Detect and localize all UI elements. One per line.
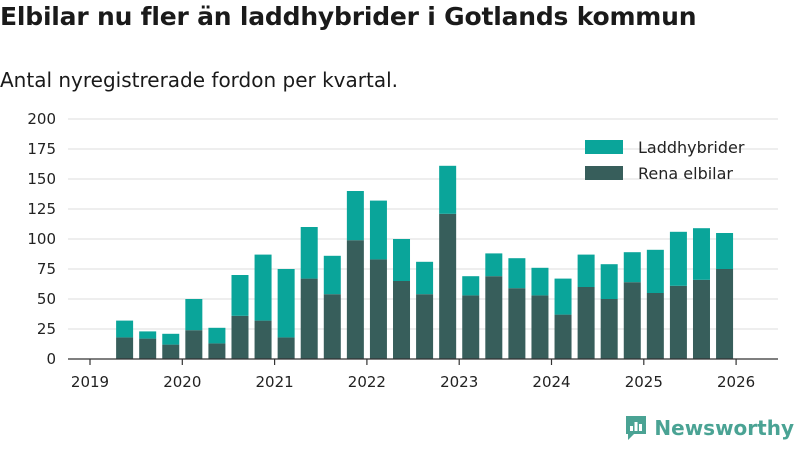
newsworthy-logo-icon <box>626 416 647 440</box>
bar-laddhybrider <box>716 233 734 269</box>
bar-laddhybrider <box>462 276 480 296</box>
bar-laddhybrider <box>393 239 411 281</box>
bar-rena-elbilar <box>116 337 134 359</box>
bar-rena-elbilar <box>669 285 687 359</box>
bar-rena-elbilar <box>139 338 157 359</box>
y-tick-label: 125 <box>27 200 56 218</box>
brand-logo: Newsworthy <box>624 414 794 442</box>
bar-laddhybrider <box>116 320 134 338</box>
bar-laddhybrider <box>277 269 295 338</box>
bar-rena-elbilar <box>231 315 249 359</box>
bar-rena-elbilar <box>346 240 364 359</box>
bar-rena-elbilar <box>369 259 387 359</box>
bar-rena-elbilar <box>577 287 595 359</box>
bar-laddhybrider <box>623 252 641 283</box>
bar-laddhybrider <box>554 278 572 315</box>
y-tick-label: 200 <box>27 110 56 128</box>
x-tick-label: 2019 <box>71 373 109 391</box>
bar-laddhybrider <box>323 255 341 295</box>
bar-rena-elbilar <box>554 314 572 359</box>
bar-laddhybrider <box>185 299 203 331</box>
y-tick-label: 50 <box>37 290 56 308</box>
bar-laddhybrider <box>600 264 618 299</box>
bar-rena-elbilar <box>462 295 480 359</box>
y-tick-label: 25 <box>37 320 56 338</box>
bar-rena-elbilar <box>185 330 203 359</box>
x-tick-label: 2024 <box>532 373 570 391</box>
bar-rena-elbilar <box>277 337 295 359</box>
bar-laddhybrider <box>692 228 710 280</box>
bar-rena-elbilar <box>692 279 710 359</box>
bar-rena-elbilar <box>208 343 226 359</box>
y-tick-label: 175 <box>27 140 56 158</box>
chart-subtitle: Antal nyregistrerade fordon per kvartal. <box>0 68 399 92</box>
bar-laddhybrider <box>139 331 157 339</box>
bar-rena-elbilar <box>531 295 549 359</box>
brand-name: Newsworthy <box>654 416 794 440</box>
bar-rena-elbilar <box>716 269 734 359</box>
y-tick-label: 100 <box>27 230 56 248</box>
bar-laddhybrider <box>669 231 687 286</box>
bar-laddhybrider <box>208 327 226 344</box>
legend-label: Laddhybrider <box>638 138 745 157</box>
bar-laddhybrider <box>416 261 434 295</box>
bar-rena-elbilar <box>600 299 618 359</box>
bar-laddhybrider <box>300 227 318 279</box>
y-tick-label: 75 <box>37 260 56 278</box>
bar-laddhybrider <box>439 165 457 214</box>
legend-swatch-laddhybrider <box>585 140 623 154</box>
bar-rena-elbilar <box>393 281 411 359</box>
bar-rena-elbilar <box>439 213 457 359</box>
bar-rena-elbilar <box>323 294 341 359</box>
bar-rena-elbilar <box>646 293 664 359</box>
bar-laddhybrider <box>646 249 664 293</box>
y-tick-label: 0 <box>46 350 56 368</box>
bar-rena-elbilar <box>162 344 180 359</box>
bar-laddhybrider <box>162 333 180 345</box>
bar-laddhybrider <box>577 254 595 287</box>
bar-laddhybrider <box>531 267 549 296</box>
legend-label: Rena elbilar <box>638 164 733 183</box>
legend-swatch-rena-elbilar <box>585 166 623 180</box>
y-tick-label: 150 <box>27 170 56 188</box>
bar-laddhybrider <box>369 200 387 260</box>
bar-rena-elbilar <box>300 278 318 359</box>
bar-rena-elbilar <box>416 294 434 359</box>
x-tick-label: 2025 <box>625 373 663 391</box>
bar-laddhybrider <box>254 254 272 321</box>
x-tick-label: 2020 <box>163 373 201 391</box>
chart-title: Elbilar nu fler än laddhybrider i Gotlan… <box>0 2 697 31</box>
bar-laddhybrider <box>485 253 503 277</box>
bar-laddhybrider <box>346 191 364 241</box>
x-tick-label: 2023 <box>440 373 478 391</box>
bar-rena-elbilar <box>254 320 272 359</box>
x-tick-label: 2021 <box>256 373 294 391</box>
bar-rena-elbilar <box>485 276 503 359</box>
bar-rena-elbilar <box>508 288 526 359</box>
bar-laddhybrider <box>231 275 249 316</box>
x-tick-label: 2022 <box>348 373 386 391</box>
bar-laddhybrider <box>508 258 526 289</box>
x-tick-label: 2026 <box>717 373 755 391</box>
bar-rena-elbilar <box>623 282 641 359</box>
